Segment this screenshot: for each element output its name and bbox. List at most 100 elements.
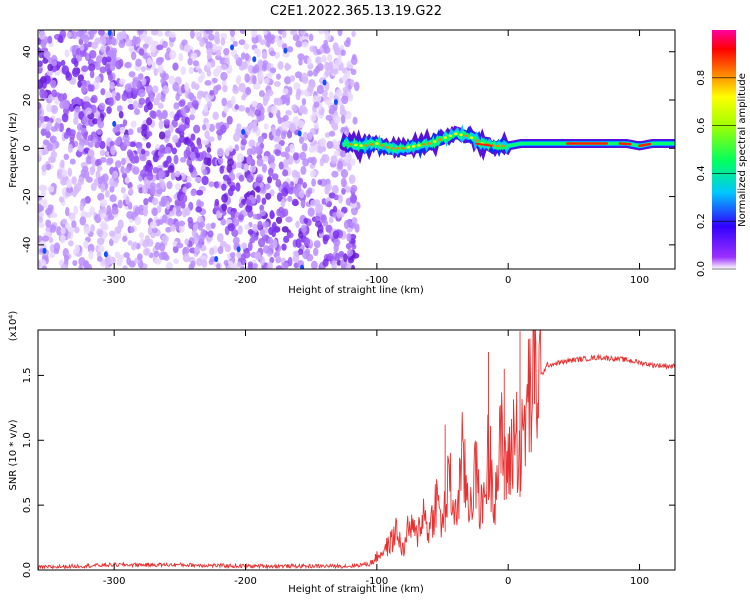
spectrogram-noise-mark (97, 245, 105, 253)
spectrogram-noise-mark (282, 169, 289, 177)
spectrogram-noise-mark (38, 148, 44, 157)
spectrogram-noise-mark (74, 226, 80, 234)
spectrogram-noise-mark (58, 122, 64, 133)
spectrogram-noise-mark (341, 187, 346, 195)
spectrogram-noise-mark (259, 209, 267, 217)
spectrogram-noise-mark (295, 238, 302, 248)
spectrogram-noise-mark (275, 265, 283, 269)
spectrogram-signal-peak (385, 146, 390, 149)
spectrogram-noise-mark (207, 230, 214, 238)
spectrogram-noise-mark (340, 177, 347, 188)
spectrogram-noise-mark (201, 175, 209, 186)
snr-y-tick-label: 1.5 (22, 367, 33, 383)
spectrogram-noise-mark (302, 182, 308, 189)
spectrogram-noise-mark (275, 179, 282, 188)
spectrogram-noise-mark (250, 197, 256, 205)
spectrogram-noise-mark (260, 185, 267, 194)
spectrogram-noise-mark (97, 117, 102, 126)
spectrogram-noise-mark (267, 261, 273, 269)
spectrogram-noise-mark (173, 114, 180, 122)
spectrogram-noise-mark (151, 207, 158, 217)
spectrogram-noise-mark (193, 124, 201, 134)
spectrogram-noise-mark (317, 147, 324, 154)
spectrogram-noise-mark (208, 181, 215, 188)
spectrogram-noise-mark (303, 237, 311, 247)
spectrogram-noise-mark (285, 216, 293, 223)
spectrogram-noise-mark (319, 157, 325, 167)
spectrogram-noise-mark (168, 75, 176, 85)
spectrogram-noise-mark (270, 126, 276, 133)
spectrogram-noise-mark (150, 110, 157, 120)
spectrogram-noise-mark (240, 265, 245, 269)
spectrogram-noise-mark (45, 207, 53, 216)
spectrogram-noise-mark (71, 176, 77, 185)
spectrogram-noise-mark (156, 188, 163, 195)
spectrogram-noise-mark (41, 265, 47, 269)
spectrogram-noise-mark (259, 255, 265, 266)
spectrogram-noise-mark (267, 244, 274, 254)
spectrogram-noise-mark (116, 258, 123, 267)
spectrogram-noise-mark (340, 114, 346, 124)
spectrogram-noise-mark (127, 181, 133, 189)
spectrogram-noise-mark (290, 30, 298, 36)
spectrogram-noise-mark (88, 250, 94, 260)
spectrogram-noise-mark (135, 58, 142, 67)
spectrogram-noise-mark (264, 226, 269, 234)
spectrogram-noise-mark (169, 224, 176, 232)
spectrogram-noise-mark (167, 217, 174, 226)
spectrogram-noise-mark (154, 257, 162, 265)
spectrogram-noise-mark (123, 139, 131, 147)
spectrogram-noise-mark (52, 66, 57, 73)
spectrogram-noise-mark (95, 159, 100, 167)
spectrogram-noise-mark (156, 44, 164, 51)
spectrogram-noise-mark (223, 47, 230, 56)
spectrogram-noise-mark (89, 206, 95, 216)
spectrogram-noise-mark (141, 148, 146, 155)
spectrogram-noise-mark (38, 60, 43, 68)
spectrogram-noise-mark (333, 115, 341, 124)
spectrogram-noise-mark (256, 102, 264, 111)
spectrogram-noise-mark (137, 73, 144, 80)
spectrogram-noise-mark (71, 30, 78, 40)
spectrogram-noise-mark (79, 44, 85, 51)
spectrogram-noise-mark (180, 107, 187, 116)
spectrogram-x-tick-label: 100 (630, 275, 649, 286)
spectrogram-noise-mark (184, 238, 189, 246)
spectrogram-noise-mark (182, 186, 188, 193)
spectrogram-signal-peak (448, 134, 453, 138)
spectrogram-noise-mark (186, 101, 194, 109)
spectrogram-noise-mark (252, 75, 257, 85)
spectrogram-noise-mark (188, 163, 194, 173)
spectrogram-noise-mark (338, 194, 343, 204)
spectrogram-noise-mark (96, 129, 102, 136)
spectrogram-noise-mark (45, 163, 52, 171)
spectrogram-noise-mark (96, 237, 105, 246)
spectrogram-noise-mark (270, 105, 278, 115)
spectrogram-noise-mark (157, 219, 164, 225)
spectrogram-noise-mark (187, 216, 193, 224)
spectrogram-noise-mark (313, 101, 320, 108)
spectrogram-noise-mark (292, 152, 299, 161)
spectrogram-noise-mark (185, 182, 192, 189)
spectrogram-noise-mark (262, 221, 270, 228)
spectrogram-noise-mark (220, 37, 226, 46)
spectrogram-noise-mark (127, 128, 134, 136)
spectrogram-noise-mark (109, 177, 115, 187)
spectrogram-noise-mark (234, 104, 240, 110)
spectrogram-signal-peak (354, 143, 358, 147)
spectrogram-noise-mark (111, 90, 117, 97)
spectrogram-noise-mark (65, 206, 70, 217)
spectrogram-noise-mark (88, 148, 95, 157)
spectrogram-noise-mark (189, 247, 196, 254)
spectrogram-noise-mark (310, 260, 318, 269)
spectrogram-y-tick-label: -20 (22, 188, 33, 204)
spectrogram-noise-mark (139, 155, 147, 162)
spectrogram-noise-peak (252, 56, 257, 63)
spectrogram-noise-mark (145, 141, 151, 149)
spectrogram-noise-mark (297, 178, 304, 185)
spectrogram-noise-mark (92, 118, 99, 125)
spectrogram-noise-mark (348, 174, 356, 185)
spectrogram-noise-mark (82, 115, 89, 124)
spectrogram-noise-mark (236, 74, 242, 84)
spectrogram-marks (38, 30, 675, 269)
